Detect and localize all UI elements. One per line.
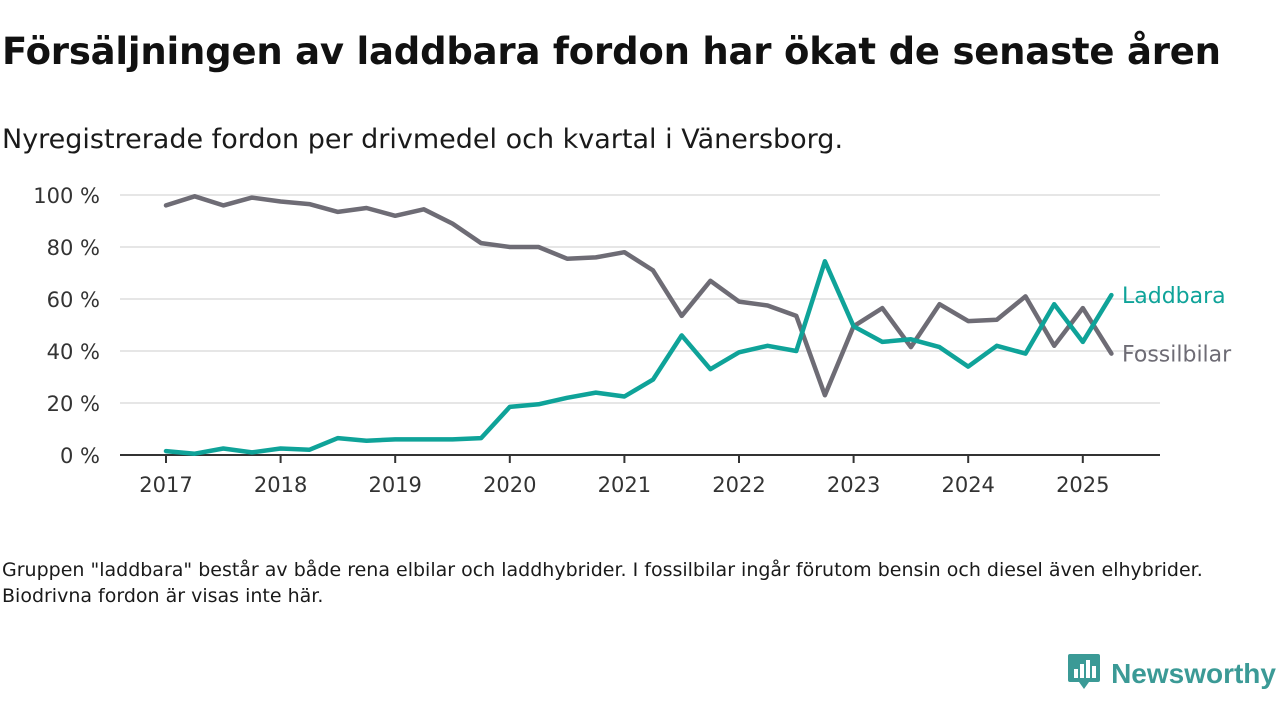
chart-title: Försäljningen av laddbara fordon har öka… [2,30,1221,73]
series-label-fossilbilar: Fossilbilar [1122,343,1232,368]
series-line-fossilbilar [163,194,1114,398]
series-label-laddbara: Laddbara [1122,284,1226,309]
x-tick-label: 2019 [368,473,421,497]
x-tick-label: 2024 [941,473,994,497]
footnote: Gruppen "laddbara" består av både rena e… [2,559,1203,607]
bar-chart-speech-bubble-icon [1067,652,1101,696]
series-lines [163,194,1114,456]
y-tick-label: 60 % [47,288,100,312]
chart-subtitle: Nyregistrerade fordon per drivmedel och … [2,124,844,155]
x-tick-label: 2025 [1056,473,1109,497]
y-tick-label: 80 % [47,236,100,260]
gridlines [120,194,1160,404]
x-tick-label: 2020 [483,473,536,497]
x-axis-ticks: 2017 2018 2019 2020 2021 2022 2023 2024 2025 [139,455,1110,497]
brand-name: Newsworthy [1111,658,1276,689]
series-labels: Laddbara Fossilbilar [1122,284,1232,368]
brand-logo: Newsworthy [1067,654,1276,694]
x-tick-label: 2021 [598,473,651,497]
chart-area: 0 % 20 % 40 % 60 % 80 % 100 % 2017 2018 2019 202… [0,170,1280,510]
x-tick-label: 2018 [254,473,307,497]
line-chart: 0 % 20 % 40 % 60 % 80 % 100 % 2017 2018 2019 202… [33,184,1232,497]
x-tick-label: 2022 [712,473,765,497]
x-tick-label: 2023 [827,473,880,497]
y-tick-label: 40 % [47,340,100,364]
y-tick-label: 20 % [47,392,100,416]
x-tick-label: 2017 [139,473,192,497]
y-axis-ticks: 0 % 20 % 40 % 60 % 80 % 100 % [33,184,100,468]
y-tick-label: 100 % [33,184,100,208]
series-line-laddbara [163,259,1114,456]
y-tick-label: 0 % [60,444,100,468]
